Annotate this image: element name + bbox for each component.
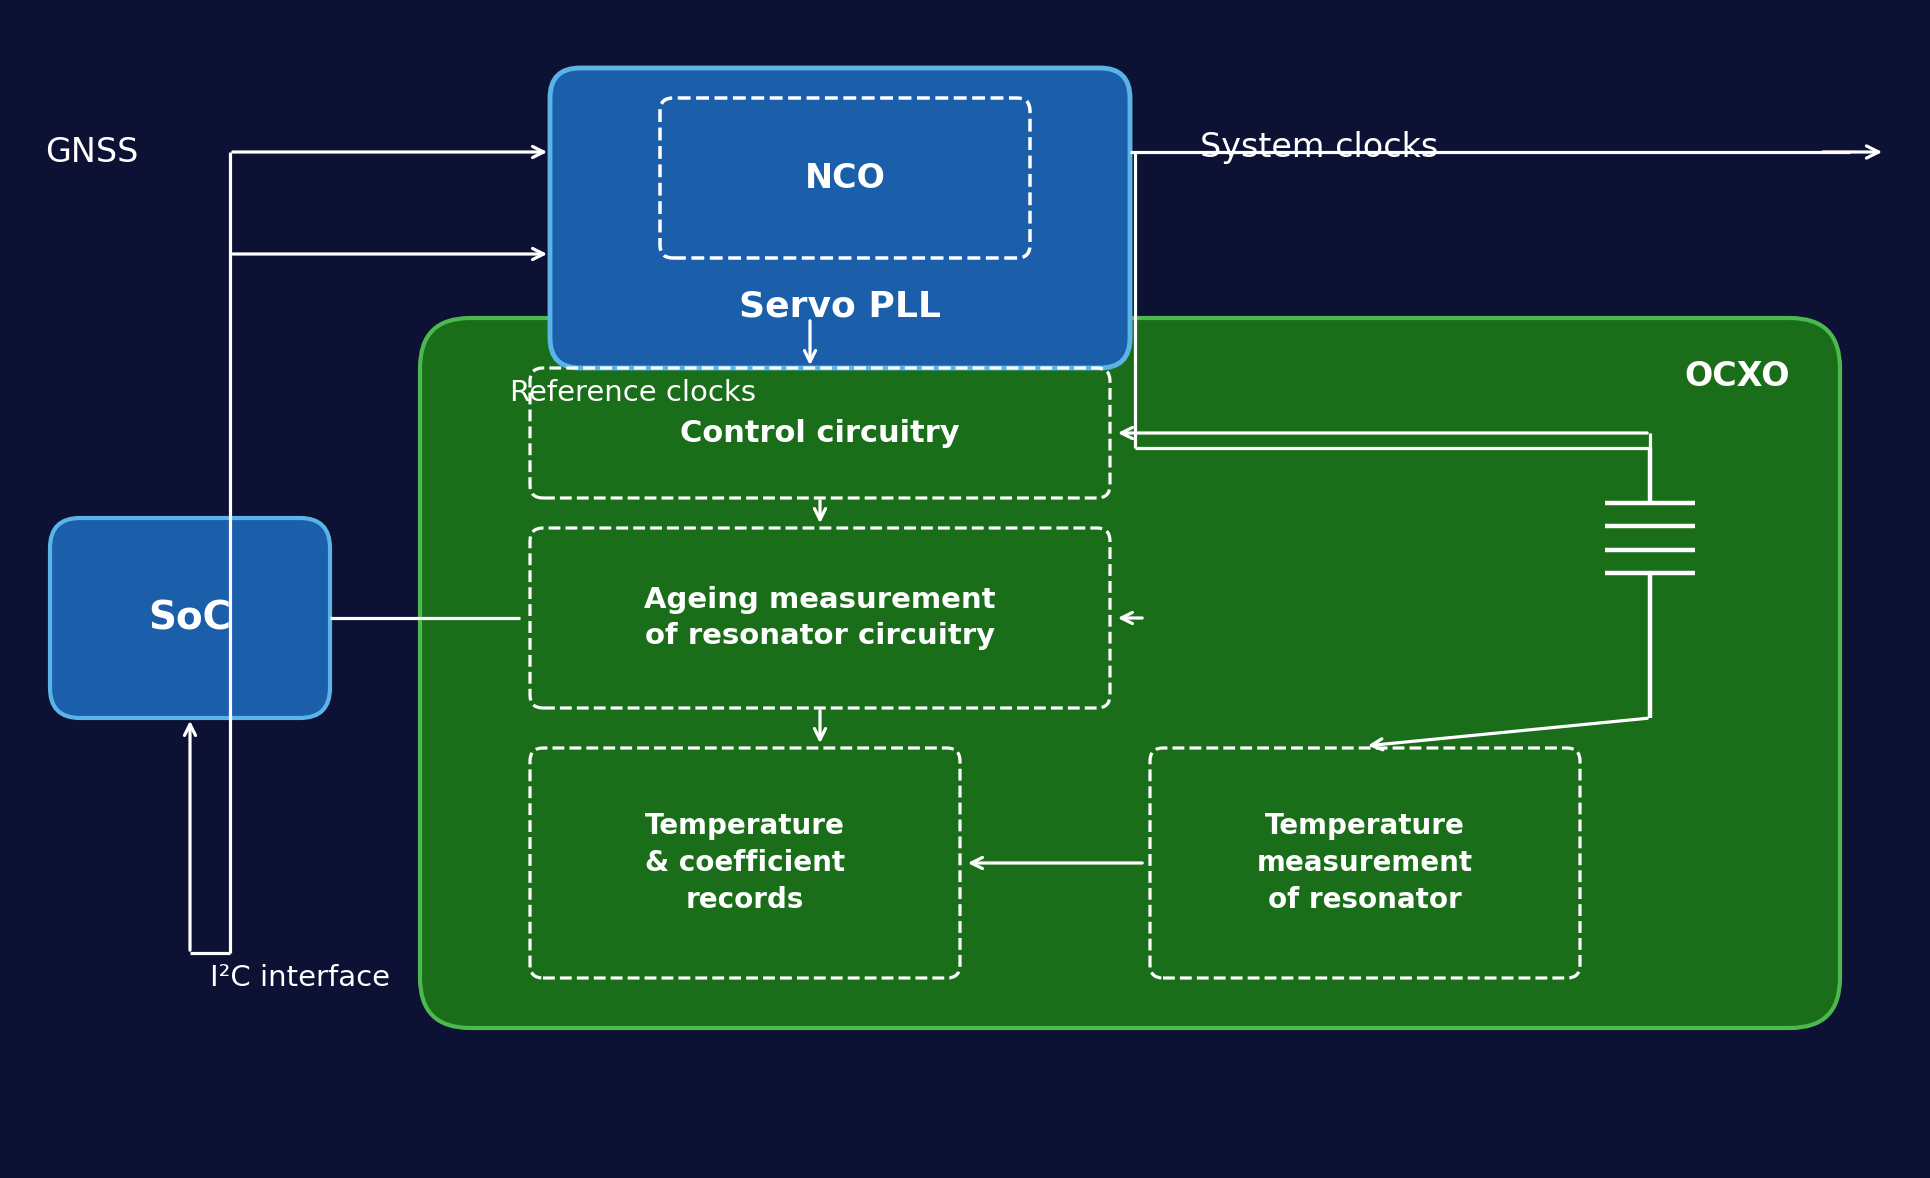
Text: Reference clocks: Reference clocks	[510, 379, 757, 408]
Text: NCO: NCO	[805, 161, 886, 194]
Text: OCXO: OCXO	[1685, 360, 1789, 393]
FancyBboxPatch shape	[421, 318, 1839, 1028]
Text: GNSS: GNSS	[44, 135, 139, 168]
FancyBboxPatch shape	[50, 518, 330, 719]
Text: I²C interface: I²C interface	[210, 964, 390, 992]
Text: System clocks: System clocks	[1200, 131, 1438, 164]
Text: SoC: SoC	[149, 598, 232, 637]
Text: Ageing measurement
of resonator circuitry: Ageing measurement of resonator circuitr…	[645, 585, 996, 650]
FancyBboxPatch shape	[550, 68, 1129, 368]
Text: Temperature
measurement
of resonator: Temperature measurement of resonator	[1256, 812, 1473, 914]
Text: Temperature
& coefficient
records: Temperature & coefficient records	[645, 812, 845, 914]
Text: Control circuitry: Control circuitry	[679, 418, 959, 448]
Text: Servo PLL: Servo PLL	[739, 289, 942, 323]
